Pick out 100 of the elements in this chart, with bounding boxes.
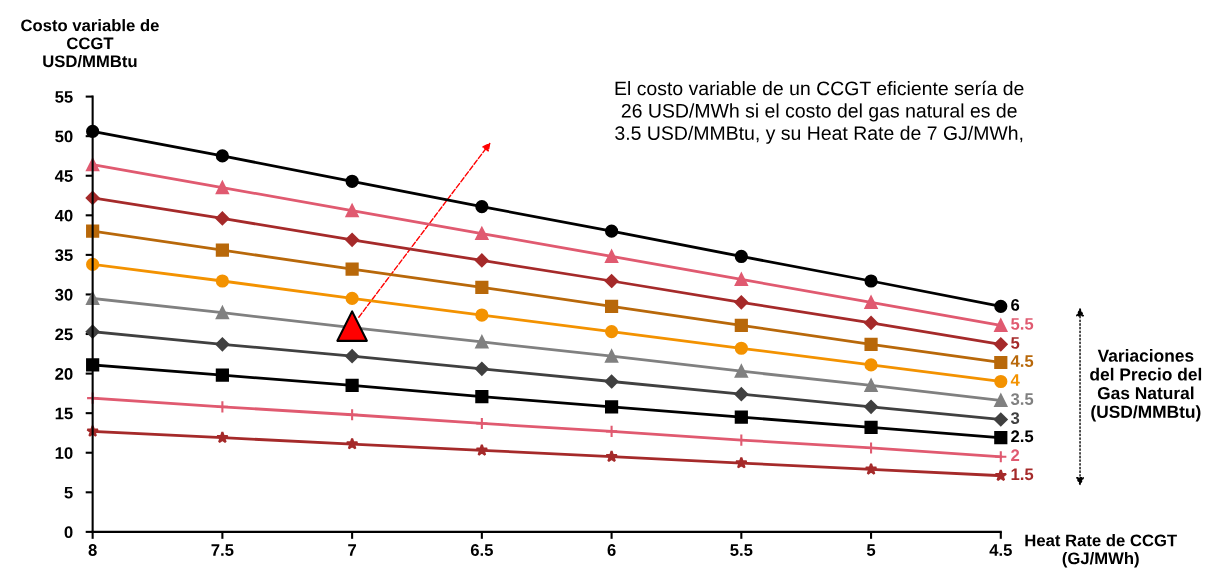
point bbox=[345, 437, 359, 450]
point bbox=[475, 226, 489, 241]
y-tick-label: 50 bbox=[55, 130, 73, 143]
x-axis-title: Heat Rate de CCGT (GJ/MWh) bbox=[1025, 534, 1177, 568]
point bbox=[734, 387, 749, 402]
point bbox=[993, 337, 1008, 352]
x-tick-label: 8 bbox=[88, 544, 97, 556]
point bbox=[215, 306, 229, 320]
point bbox=[475, 443, 489, 456]
point bbox=[604, 325, 619, 339]
x-tick-label: 4.5 bbox=[989, 544, 1012, 556]
series-label: 3.5 bbox=[1010, 393, 1034, 405]
point bbox=[604, 424, 619, 438]
point bbox=[864, 316, 878, 330]
point bbox=[345, 262, 359, 276]
point bbox=[474, 253, 489, 268]
point bbox=[336, 310, 368, 342]
point bbox=[734, 318, 748, 332]
point bbox=[475, 335, 489, 349]
point bbox=[345, 291, 359, 306]
point bbox=[734, 341, 748, 355]
point bbox=[864, 295, 878, 309]
point bbox=[215, 274, 229, 288]
x-tick-label: 7 bbox=[348, 544, 357, 556]
y-tick-label: 10 bbox=[55, 447, 73, 459]
series-label: 1.5 bbox=[1011, 468, 1034, 481]
y-axis-title: Costo variable de CCGT USD/MMBtu bbox=[21, 19, 159, 68]
point bbox=[994, 318, 1008, 332]
point bbox=[604, 299, 619, 313]
point bbox=[994, 450, 1008, 464]
point bbox=[864, 358, 878, 372]
legend-title: Variaciones del Precio del Gas Natural (USD/MMBtu) bbox=[1090, 349, 1202, 422]
point bbox=[345, 232, 360, 247]
point bbox=[605, 450, 618, 463]
point bbox=[475, 280, 489, 294]
point bbox=[215, 181, 229, 195]
point bbox=[864, 274, 878, 288]
y-tick-label: 0 bbox=[64, 526, 73, 539]
point bbox=[734, 272, 748, 287]
y-tick-label: 55 bbox=[55, 91, 73, 103]
point bbox=[475, 416, 489, 431]
series-label: 4.5 bbox=[1010, 355, 1034, 367]
point bbox=[604, 374, 619, 389]
point bbox=[215, 368, 229, 382]
y-tick-label: 15 bbox=[55, 407, 73, 420]
point bbox=[475, 200, 489, 214]
point bbox=[994, 355, 1008, 370]
point bbox=[604, 224, 619, 238]
point bbox=[994, 299, 1008, 313]
point bbox=[734, 410, 748, 424]
y-tick-label: 35 bbox=[55, 249, 73, 262]
y-tick-label: 45 bbox=[54, 170, 73, 182]
point bbox=[474, 361, 489, 376]
point bbox=[864, 337, 878, 351]
point bbox=[734, 249, 748, 264]
point bbox=[604, 274, 619, 288]
y-tick-label: 20 bbox=[55, 367, 73, 380]
point bbox=[215, 337, 230, 352]
x-tick-label: 5 bbox=[866, 544, 876, 556]
point bbox=[735, 456, 748, 469]
y-tick-label: 40 bbox=[54, 209, 73, 222]
series-label: 2 bbox=[1011, 449, 1020, 461]
point bbox=[215, 149, 229, 163]
point bbox=[993, 412, 1008, 427]
point bbox=[475, 308, 489, 322]
point bbox=[345, 378, 359, 393]
point bbox=[345, 349, 360, 364]
point bbox=[864, 378, 878, 393]
x-tick-label: 7.5 bbox=[211, 544, 234, 556]
point bbox=[994, 393, 1008, 408]
point bbox=[215, 211, 230, 226]
point bbox=[864, 462, 878, 475]
point bbox=[604, 400, 619, 414]
point bbox=[994, 374, 1008, 389]
point bbox=[345, 174, 359, 188]
x-tick-label: 6.5 bbox=[470, 544, 493, 556]
point bbox=[734, 295, 749, 310]
point bbox=[994, 431, 1008, 445]
point bbox=[864, 399, 878, 414]
series-label: 4 bbox=[1010, 374, 1020, 386]
point bbox=[734, 364, 748, 378]
series-label: 6 bbox=[1011, 299, 1020, 311]
point bbox=[215, 243, 229, 257]
x-tick-label: 6 bbox=[607, 544, 616, 556]
y-tick-label: 5 bbox=[64, 486, 73, 499]
point bbox=[994, 469, 1008, 482]
point bbox=[475, 389, 489, 404]
series-label: 5.5 bbox=[1011, 318, 1034, 330]
point bbox=[604, 349, 619, 363]
y-tick-label: 30 bbox=[55, 288, 73, 301]
annotation: El costo variable de un CCGT eficiente sería de 26 USD/MWh si el costo del gas natural es de 3.5 USD/MMBtu, y su Heat Rate de 7 GJ/MWh, bbox=[615, 80, 1024, 144]
y-tick-label: 25 bbox=[55, 328, 73, 341]
point bbox=[864, 420, 878, 434]
point bbox=[345, 203, 359, 218]
point bbox=[604, 249, 619, 264]
point bbox=[215, 400, 229, 414]
series-label: 3 bbox=[1010, 412, 1020, 424]
point bbox=[345, 408, 359, 422]
series-label: 2.5 bbox=[1011, 430, 1034, 443]
point bbox=[216, 431, 229, 444]
